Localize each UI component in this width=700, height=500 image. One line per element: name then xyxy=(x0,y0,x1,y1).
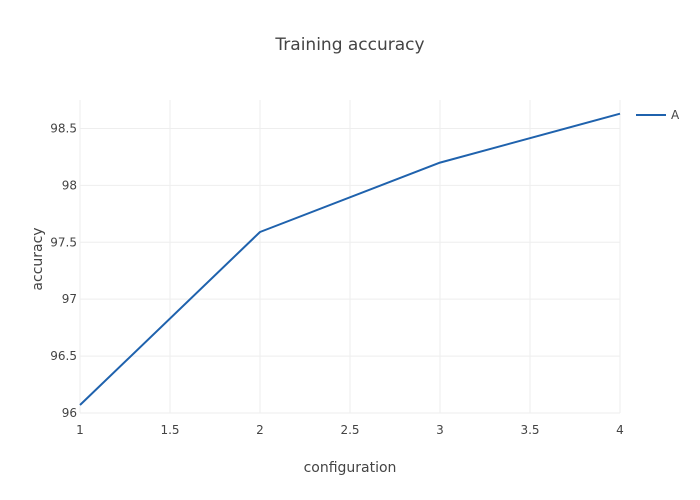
series-line-A xyxy=(79,112,621,406)
x-axis-label: configuration xyxy=(304,460,397,476)
x-tick-label: 1 xyxy=(76,423,84,437)
series-lines xyxy=(79,112,621,406)
x-tick-label: 3 xyxy=(436,423,444,437)
y-tick-label: 96.5 xyxy=(50,349,77,363)
x-tick-label: 1.5 xyxy=(160,423,179,437)
legend: A xyxy=(636,108,680,122)
x-tick-label: 2.5 xyxy=(340,423,359,437)
y-tick-label: 96 xyxy=(62,406,77,420)
chart-title: Training accuracy xyxy=(274,35,424,55)
x-tick-label: 4 xyxy=(616,423,624,437)
legend-label: A xyxy=(671,108,680,122)
x-tick-labels: 1 1.5 2 2.5 3 3.5 4 xyxy=(76,423,624,437)
y-tick-label: 98 xyxy=(62,178,77,192)
y-tick-label: 98.5 xyxy=(50,121,77,135)
y-tick-label: 97.5 xyxy=(50,235,77,249)
y-axis-label: accuracy xyxy=(30,227,46,290)
y-gridlines xyxy=(80,127,620,414)
y-tick-labels: 96 96.5 97 97.5 98 98.5 xyxy=(50,121,77,420)
x-tick-label: 3.5 xyxy=(520,423,539,437)
x-tick-label: 2 xyxy=(256,423,264,437)
x-gridlines xyxy=(79,100,621,413)
y-tick-label: 97 xyxy=(62,292,77,306)
